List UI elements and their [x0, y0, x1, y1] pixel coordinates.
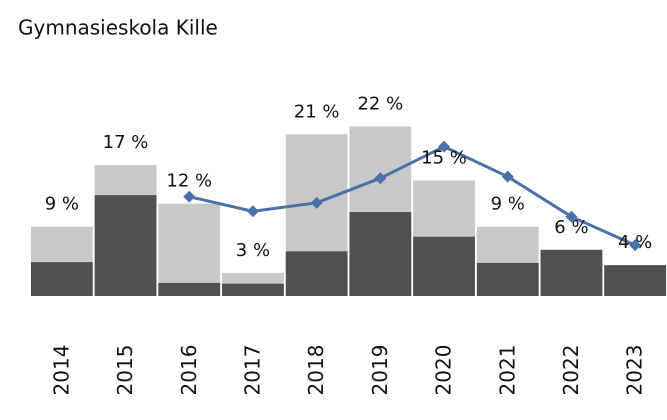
- x-tick-label: 2015: [113, 345, 137, 396]
- bar: [604, 265, 667, 296]
- x-tick-label: 2019: [368, 345, 392, 396]
- value-label: 9 %: [491, 194, 525, 215]
- value-label: 17 %: [103, 132, 149, 153]
- x-tick-label: 2017: [240, 345, 264, 396]
- value-label: 21 %: [294, 101, 340, 122]
- bar: [413, 236, 475, 296]
- line-marker: [565, 210, 578, 223]
- bar: [349, 212, 412, 296]
- bar: [30, 262, 93, 296]
- value-label: 22 %: [357, 94, 403, 115]
- x-tick-label: 2018: [304, 345, 328, 396]
- x-tick-label: 2023: [623, 345, 647, 396]
- value-label: 9 %: [45, 194, 79, 215]
- bar: [222, 283, 284, 296]
- chart-title: Gymnasieskola Kille: [18, 16, 218, 40]
- line-marker: [246, 205, 259, 218]
- x-tick-label: 2014: [49, 345, 73, 396]
- line-marker: [629, 239, 642, 252]
- bar: [285, 251, 348, 296]
- line-marker: [310, 196, 323, 209]
- value-label: 6 %: [554, 217, 588, 238]
- bar: [158, 282, 221, 296]
- bar: [94, 195, 157, 296]
- x-tick-label: 2020: [432, 345, 456, 396]
- x-tick-label: 2016: [177, 345, 201, 396]
- value-label: 3 %: [236, 240, 270, 261]
- line: [188, 144, 636, 247]
- value-label: 4 %: [618, 232, 652, 253]
- bar: [158, 203, 221, 296]
- bar: [540, 249, 603, 296]
- line-marker: [183, 190, 196, 203]
- bar: [476, 262, 539, 296]
- x-tick-label: 2021: [495, 345, 519, 396]
- line-marker: [438, 140, 451, 153]
- line-marker: [501, 170, 514, 183]
- value-label: 12 %: [166, 171, 212, 192]
- value-label: 15 %: [421, 148, 467, 169]
- x-tick-label: 2022: [559, 345, 583, 396]
- line-marker: [374, 172, 387, 185]
